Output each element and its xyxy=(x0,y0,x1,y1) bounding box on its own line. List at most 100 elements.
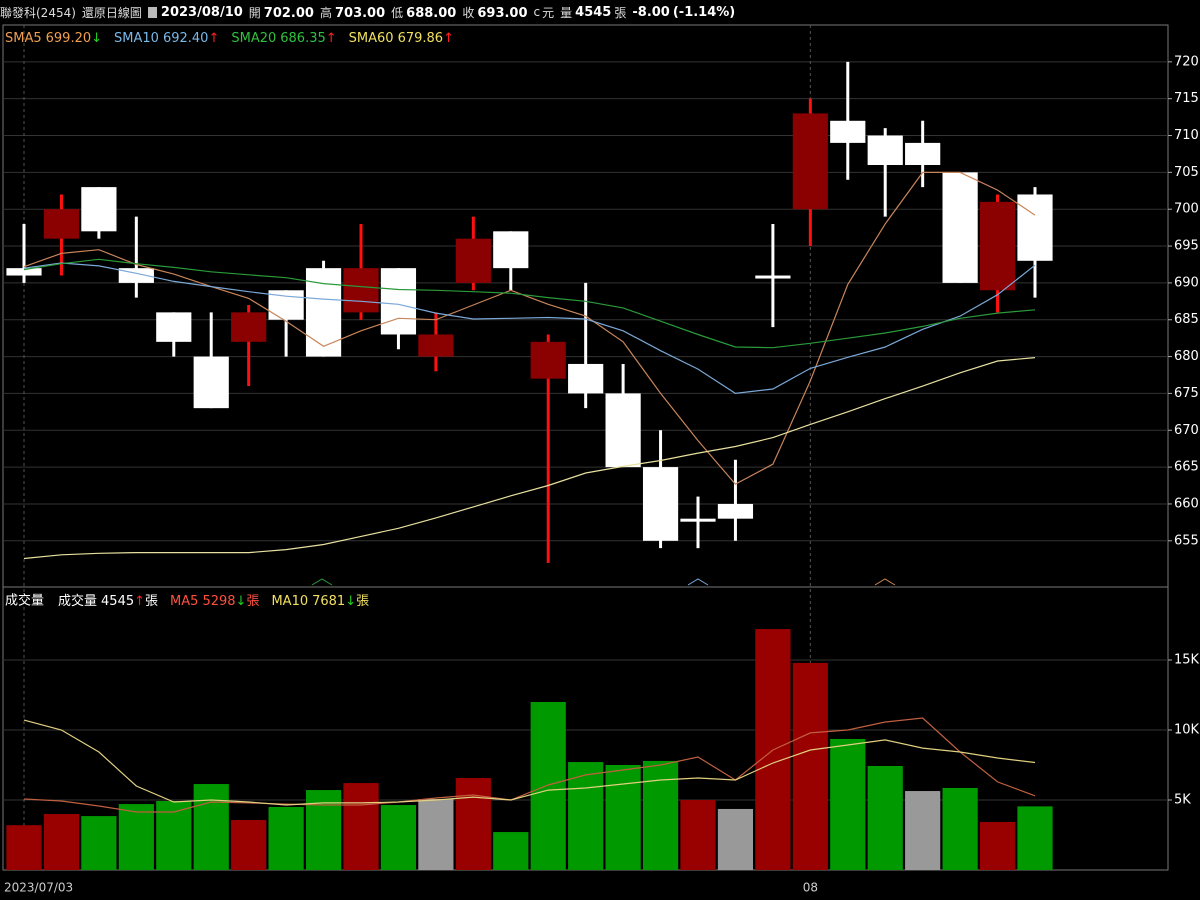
legend-legend-arrow: ↑ xyxy=(134,594,145,609)
field-value: 693.00 xyxy=(477,5,528,21)
volume-label: 量 xyxy=(560,5,573,20)
volume-bar xyxy=(305,790,342,870)
volume-unit: 張 xyxy=(614,5,627,20)
legend-legend-arrow: ↑ xyxy=(443,31,454,46)
legend-legend-value: 699.20 xyxy=(46,31,92,46)
volume-bar xyxy=(43,814,80,870)
volume-bar xyxy=(605,765,641,870)
candle-body xyxy=(493,231,529,269)
volume-bar xyxy=(942,787,978,870)
y-tick-label: 675 xyxy=(1174,386,1199,401)
plot xyxy=(6,61,1053,870)
field-value: 688.00 xyxy=(406,5,457,21)
field-label: 低 xyxy=(391,5,404,20)
marker xyxy=(874,578,896,586)
y-tick-label: 710 xyxy=(1174,128,1199,143)
legend-legend-value: 692.40 xyxy=(163,31,209,46)
candle-body xyxy=(530,341,566,379)
volume-bar xyxy=(680,800,716,870)
candle-body xyxy=(43,209,80,239)
candle-body xyxy=(717,503,754,519)
volume-bar xyxy=(830,738,866,870)
volume-bar xyxy=(568,762,604,870)
field-label: 高 xyxy=(319,5,332,20)
volume-bar xyxy=(455,778,491,870)
y-tick-label: 655 xyxy=(1174,533,1199,548)
volume-bar xyxy=(81,816,117,870)
x-tick-label: 08 xyxy=(803,881,818,895)
candle-body xyxy=(380,268,417,335)
sma-line xyxy=(23,258,1036,349)
candle-body xyxy=(867,135,903,165)
legend-legend-value: 5298 xyxy=(202,594,235,609)
y-tick-label: 670 xyxy=(1174,423,1199,438)
legend-name: MA5 xyxy=(170,594,198,609)
volume-bar xyxy=(231,820,267,870)
header: 聯發科(2454) 還原日線圖 2023/08/10 開 702.00 高 703.0… xyxy=(0,0,1200,24)
candle-body xyxy=(193,356,229,409)
volume-bar xyxy=(6,825,42,870)
y-tick-label: 700 xyxy=(1174,202,1199,217)
candle-body xyxy=(905,142,941,165)
candle-body xyxy=(81,187,117,232)
candle-body xyxy=(942,172,978,283)
y-tick-label: 690 xyxy=(1174,275,1199,290)
legend-legend-arrow: ↑ xyxy=(208,31,219,46)
field-label: 開 xyxy=(248,5,261,20)
legend-entry: MA5 5298↓張 xyxy=(170,594,259,609)
y-tick-label: 705 xyxy=(1174,165,1199,180)
volume-bar xyxy=(642,760,679,870)
volume-bar xyxy=(717,808,754,870)
frame xyxy=(2,24,1169,871)
legend-name: MA10 xyxy=(271,594,308,609)
legend-name: SMA10 xyxy=(114,31,159,46)
legend-legend-arrow: ↓ xyxy=(345,594,356,609)
y-tick-label: 685 xyxy=(1174,312,1199,327)
field-label: 收 xyxy=(462,5,475,20)
icon xyxy=(147,6,157,18)
volume-bar xyxy=(380,805,417,870)
y-tick-label: 665 xyxy=(1174,460,1199,475)
legend-legend-unit: 張 xyxy=(145,594,158,609)
candle-body xyxy=(830,120,866,143)
legend-entry: MA10 7681↓張 xyxy=(271,594,369,609)
change-pct: (-1.14%) xyxy=(672,4,736,20)
sma-line xyxy=(23,357,1036,560)
legend-legend-arrow: ↑ xyxy=(326,31,337,46)
legend-legend-value: 7681 xyxy=(312,594,345,609)
volume-bar xyxy=(418,799,454,870)
stock-name: 聯發科(2454) xyxy=(0,5,76,20)
candle-body xyxy=(680,518,716,522)
legend-legend-arrow: ↓ xyxy=(91,31,102,46)
volume-bar xyxy=(118,804,154,870)
chart-type: 還原日線圖 xyxy=(81,5,142,20)
marker xyxy=(687,578,709,586)
sma-line xyxy=(23,262,1036,395)
ma-line xyxy=(23,717,1036,813)
candle-body xyxy=(792,113,828,210)
volume: 4545 xyxy=(575,4,612,20)
date: 2023/08/10 xyxy=(160,4,243,20)
legend-legend-arrow: ↓ xyxy=(236,594,247,609)
candle-body xyxy=(455,238,491,283)
volume-bar xyxy=(1017,806,1053,870)
legend-name: SMA5 xyxy=(5,31,42,46)
field-value: 703.00 xyxy=(334,5,386,21)
volume-bar xyxy=(530,702,566,870)
legend-legend-value: 4545 xyxy=(101,594,134,609)
candle-body xyxy=(642,467,679,541)
legend-name: SMA60 xyxy=(349,31,394,46)
sma-line xyxy=(23,171,1036,485)
y-tick-label: 660 xyxy=(1174,496,1199,511)
candle-body xyxy=(605,393,641,468)
candle-body xyxy=(231,312,267,342)
legend-name: 成交量 xyxy=(58,593,97,609)
candle-body xyxy=(343,268,379,313)
y-tick-label: 715 xyxy=(1174,91,1199,106)
currency-marker: c xyxy=(533,5,541,19)
volume-bar xyxy=(268,807,304,870)
ma-line xyxy=(23,719,1036,806)
legend-legend-unit: 張 xyxy=(356,594,369,609)
